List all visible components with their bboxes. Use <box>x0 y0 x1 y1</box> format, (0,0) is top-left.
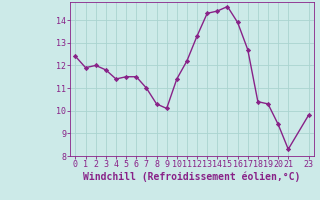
X-axis label: Windchill (Refroidissement éolien,°C): Windchill (Refroidissement éolien,°C) <box>83 172 301 182</box>
